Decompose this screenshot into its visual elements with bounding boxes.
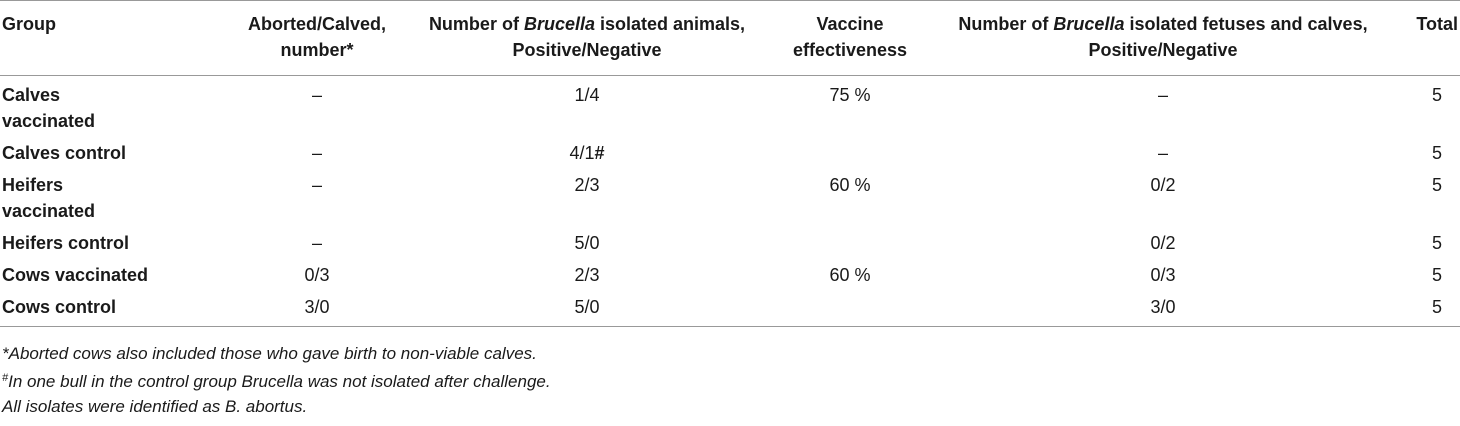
cell-animals: 5/0 [404, 224, 770, 256]
header-row: Group Aborted/Calved, number* Number of … [0, 0, 1460, 76]
cell-total: 5 [1431, 143, 1442, 163]
cell-animals: 1/4 [404, 76, 770, 135]
header-isolated-fetuses-pre: Number of [958, 14, 1054, 34]
header-aborted-text: Aborted/Calved, number* [247, 14, 387, 60]
cell-fetuses: 0/3 [1150, 265, 1176, 285]
cell-group: Heifers vaccinated [2, 175, 96, 221]
header-isolated-animals: Number of Brucella isolated animals, Pos… [404, 0, 770, 76]
cell-effectiveness: 75 % [829, 85, 871, 105]
header-isolated-animals-genus: Brucella [523, 14, 595, 34]
cell-aborted: – [311, 175, 322, 195]
cell-fetuses: – [1157, 85, 1168, 105]
header-total: Total [1396, 0, 1460, 76]
cell-aborted: 3/0 [150, 288, 404, 327]
header-isolated-fetuses: Number of Brucella isolated fetuses and … [930, 0, 1396, 76]
cell-animals-value: 5/0 [574, 233, 600, 253]
cell-animals-value: 2/3 [574, 265, 600, 285]
cell-group: Calves vaccinated [2, 85, 96, 131]
cell-animals-value: 4/1 [569, 143, 595, 163]
cell-aborted: – [311, 143, 322, 163]
cell-total: 5 [1431, 85, 1442, 105]
footnote-bull-mark: # [2, 372, 9, 384]
cell-group: Calves control [2, 143, 127, 163]
cell-fetuses: – [1157, 143, 1168, 163]
table-row: Calves control – 4/1# – 5 [0, 134, 1460, 166]
cell-aborted: – [311, 85, 322, 105]
cell-animals: 4/1# [404, 134, 770, 166]
cell-effectiveness [770, 288, 930, 327]
table-row: Calves vaccinated – 1/4 75 % – 5 [0, 76, 1460, 135]
cell-animals: 2/3 [404, 166, 770, 224]
cell-fetuses: 0/2 [1150, 233, 1176, 253]
cell-effectiveness [770, 224, 930, 256]
cell-animals-value: 2/3 [574, 175, 600, 195]
header-group: Group [0, 0, 150, 76]
footnote-bull: #In one bull in the control group Brucel… [2, 366, 1460, 394]
table-header: Group Aborted/Calved, number* Number of … [0, 0, 1460, 76]
table-body: Calves vaccinated – 1/4 75 % – 5 Calves … [0, 76, 1460, 327]
cell-effectiveness: 60 % [829, 175, 871, 195]
cell-animals-mark: # [594, 143, 605, 163]
cell-fetuses: 3/0 [930, 288, 1396, 327]
cell-animals-value: 5/0 [574, 297, 600, 317]
table-row: Heifers vaccinated – 2/3 60 % 0/2 5 [0, 166, 1460, 224]
results-table: Group Aborted/Calved, number* Number of … [0, 0, 1460, 327]
cell-group: Cows control [0, 288, 150, 327]
cell-effectiveness: 60 % [829, 265, 871, 285]
cell-total: 5 [1431, 265, 1442, 285]
footnote-isolates: All isolates were identified as B. abort… [2, 397, 308, 416]
footnote-bull-text: In one bull in the control group Brucell… [8, 372, 551, 391]
cell-fetuses: 0/2 [1150, 175, 1176, 195]
cell-total: 5 [1431, 175, 1442, 195]
cell-aborted: – [311, 233, 322, 253]
cell-animals-value: 1/4 [574, 85, 600, 105]
cell-animals: 2/3 [404, 256, 770, 288]
header-isolated-fetuses-post: isolated fetuses and calves, Positive/Ne… [1088, 14, 1368, 60]
cell-total: 5 [1431, 233, 1442, 253]
table-row: Heifers control – 5/0 0/2 5 [0, 224, 1460, 256]
cell-aborted: 0/3 [304, 265, 330, 285]
header-isolated-animals-pre: Number of [428, 14, 524, 34]
cell-group: Cows vaccinated [2, 265, 149, 285]
table-row: Cows vaccinated 0/3 2/3 60 % 0/3 5 [0, 256, 1460, 288]
header-aborted: Aborted/Calved, number* [150, 0, 404, 76]
table-row: Cows control 3/0 5/0 3/0 5 [0, 288, 1460, 327]
header-isolated-fetuses-genus: Brucella [1053, 14, 1125, 34]
cell-group: Heifers control [2, 233, 130, 253]
cell-effectiveness [770, 134, 930, 166]
table-footnotes: *Aborted cows also included those who ga… [0, 327, 1460, 419]
cell-animals: 5/0 [404, 288, 770, 327]
cell-total: 5 [1396, 288, 1460, 327]
footnote-aborted: *Aborted cows also included those who ga… [2, 344, 537, 363]
header-isolated-animals-post: isolated animals, Positive/Negative [512, 14, 746, 60]
header-effectiveness: Vaccine effectiveness [770, 0, 930, 76]
